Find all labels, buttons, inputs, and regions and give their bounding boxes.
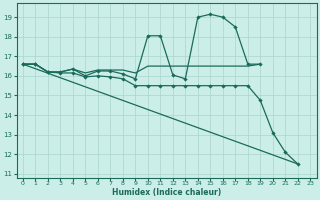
X-axis label: Humidex (Indice chaleur): Humidex (Indice chaleur) [112,188,221,197]
